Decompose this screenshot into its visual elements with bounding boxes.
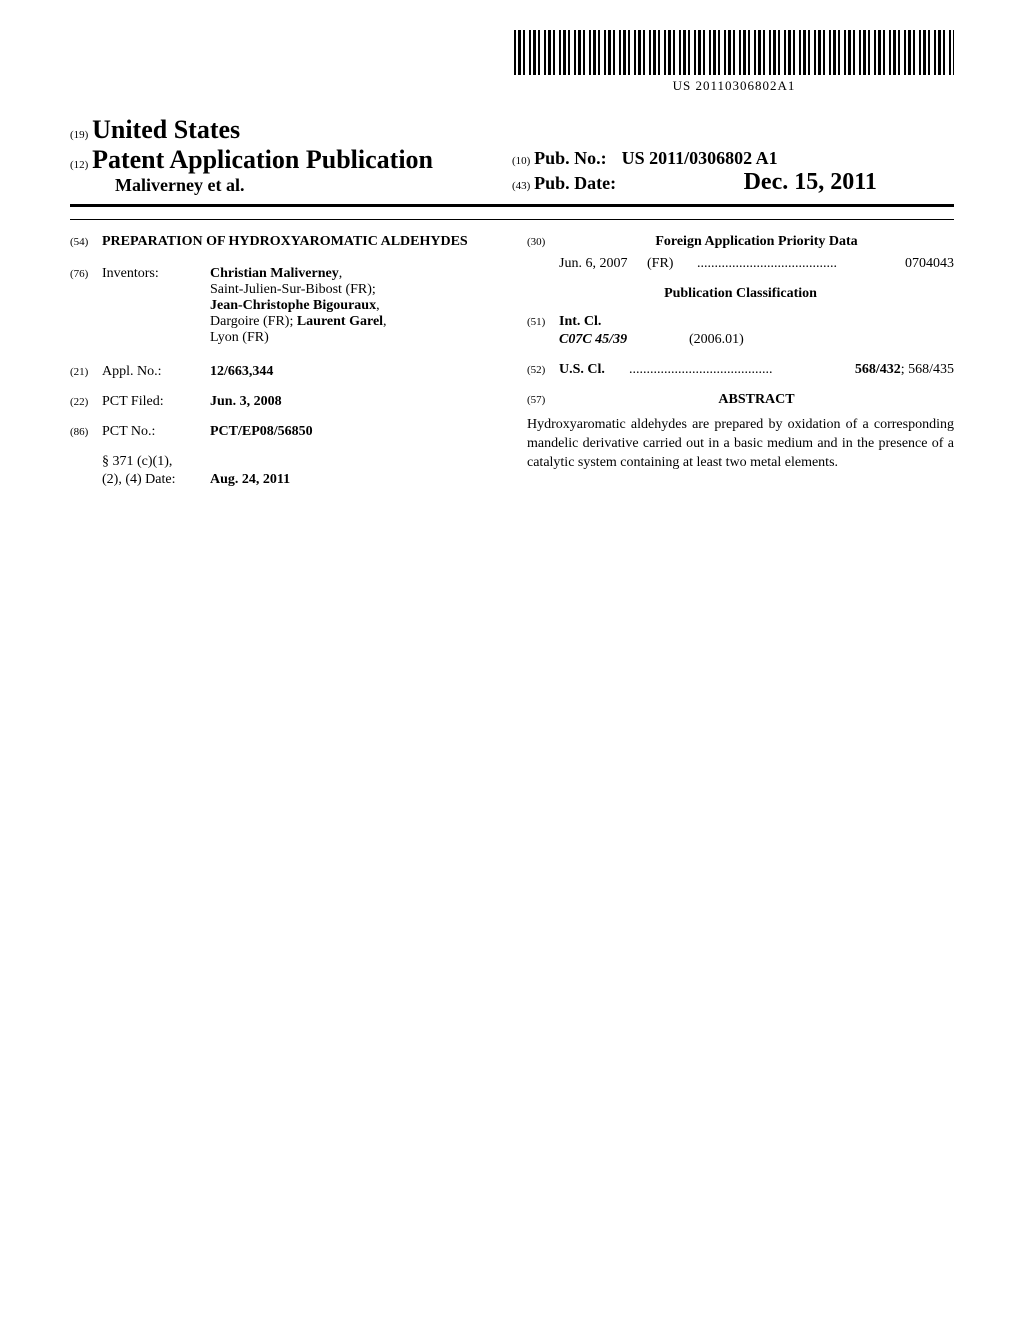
code-19: (19) bbox=[70, 129, 88, 141]
s371-label-2: (2), (4) Date: bbox=[102, 472, 210, 488]
inventors-list: Christian Maliverney, Saint-Julien-Sur-B… bbox=[210, 266, 497, 346]
pct-filed-value: Jun. 3, 2008 bbox=[210, 394, 497, 410]
authors-line: Maliverney et al. bbox=[70, 175, 512, 196]
abstract-header-row: (57) ABSTRACT bbox=[527, 392, 954, 408]
priority-row: Jun. 6, 2007 (FR) ......................… bbox=[527, 256, 954, 272]
pub-no-line: (10) Pub. No.: US 2011/0306802 A1 bbox=[512, 148, 954, 169]
int-cl-year: (2006.01) bbox=[689, 332, 789, 348]
abstract-label: ABSTRACT bbox=[559, 392, 954, 408]
right-column: (30) Foreign Application Priority Data J… bbox=[527, 234, 954, 502]
pct-no-value: PCT/EP08/56850 bbox=[210, 424, 497, 440]
barcode-icon bbox=[514, 30, 954, 75]
us-cl-rest: ; 568/435 bbox=[901, 362, 954, 377]
code-30: (30) bbox=[527, 234, 559, 248]
priority-date: Jun. 6, 2007 bbox=[527, 256, 647, 272]
appl-no-row: (21) Appl. No.: 12/663,344 bbox=[70, 364, 497, 380]
pct-no-row: (86) PCT No.: PCT/EP08/56850 bbox=[70, 424, 497, 440]
code-57: (57) bbox=[527, 392, 559, 406]
int-cl-label: Int. Cl. bbox=[559, 314, 689, 330]
s371-label-1: § 371 (c)(1), bbox=[102, 454, 210, 470]
code-52: (52) bbox=[527, 362, 559, 378]
barcode-block: US 20110306802A1 bbox=[514, 30, 954, 94]
s371-date: Aug. 24, 2011 bbox=[210, 472, 497, 488]
us-cl-bold: 568/432 bbox=[855, 362, 901, 377]
code-22: (22) bbox=[70, 394, 102, 408]
pub-date-line: (43) Pub. Date: Dec. 15, 2011 bbox=[512, 169, 954, 196]
pct-no-label: PCT No.: bbox=[102, 424, 210, 440]
inventor-3-loc: Lyon (FR) bbox=[210, 330, 269, 345]
int-cl-code: C07C 45/39 bbox=[559, 332, 689, 348]
us-cl-dots: ........................................… bbox=[629, 362, 855, 378]
priority-number: 0704043 bbox=[899, 256, 954, 272]
priority-country: (FR) bbox=[647, 256, 697, 272]
divider-thin bbox=[70, 219, 954, 220]
foreign-priority-header-row: (30) Foreign Application Priority Data bbox=[527, 234, 954, 250]
inventor-3-name: Laurent Garel bbox=[297, 314, 383, 329]
invention-title: PREPARATION OF HYDROXYAROMATIC ALDEHYDES bbox=[102, 234, 468, 250]
pub-date-value: Dec. 15, 2011 bbox=[744, 169, 877, 195]
appl-no-label: Appl. No.: bbox=[102, 364, 210, 380]
country-name: United States bbox=[92, 115, 240, 144]
us-cl-label: U.S. Cl. bbox=[559, 362, 629, 378]
inventors-label: Inventors: bbox=[102, 266, 210, 282]
pub-class-header: Publication Classification bbox=[527, 286, 954, 302]
two-column-body: (54) PREPARATION OF HYDROXYAROMATIC ALDE… bbox=[70, 234, 954, 502]
pub-no: US 2011/0306802 A1 bbox=[622, 148, 778, 168]
pct-filed-row: (22) PCT Filed: Jun. 3, 2008 bbox=[70, 394, 497, 410]
code-21: (21) bbox=[70, 364, 102, 378]
foreign-priority-header: Foreign Application Priority Data bbox=[559, 234, 954, 250]
appl-no-value: 12/663,344 bbox=[210, 364, 497, 380]
inventor-1-loc: Saint-Julien-Sur-Bibost (FR); bbox=[210, 282, 376, 297]
title-block: (54) PREPARATION OF HYDROXYAROMATIC ALDE… bbox=[70, 234, 497, 250]
code-43: (43) bbox=[512, 180, 530, 192]
s371-row-2: (2), (4) Date: Aug. 24, 2011 bbox=[70, 472, 497, 488]
int-cl-code-row: C07C 45/39 (2006.01) bbox=[527, 332, 954, 348]
int-cl-row: (51) Int. Cl. bbox=[527, 314, 954, 330]
divider-thick bbox=[70, 204, 954, 207]
barcode-text: US 20110306802A1 bbox=[514, 78, 954, 94]
inventor-2-name: Jean-Christophe Bigouraux bbox=[210, 298, 376, 313]
pub-type-line: (12) Patent Application Publication bbox=[70, 145, 512, 175]
inventor-1-name: Christian Maliverney bbox=[210, 266, 339, 281]
priority-dots: ........................................ bbox=[697, 256, 899, 272]
code-51: (51) bbox=[527, 314, 559, 328]
pct-filed-label: PCT Filed: bbox=[102, 394, 210, 410]
pub-type: Patent Application Publication bbox=[92, 145, 433, 174]
abstract-text: Hydroxyaromatic aldehydes are prepared b… bbox=[527, 416, 954, 473]
s371-row-1: § 371 (c)(1), bbox=[70, 454, 497, 470]
us-cl-row: (52) U.S. Cl. ..........................… bbox=[527, 362, 954, 378]
header-block: (19) United States (12) Patent Applicati… bbox=[70, 115, 954, 196]
country-line: (19) United States bbox=[70, 115, 512, 145]
inventors-block: (76) Inventors: Christian Maliverney, Sa… bbox=[70, 266, 497, 346]
code-12: (12) bbox=[70, 159, 88, 171]
pub-no-label: Pub. No.: bbox=[534, 148, 607, 168]
code-76: (76) bbox=[70, 266, 102, 280]
code-86: (86) bbox=[70, 424, 102, 438]
pub-date-label: Pub. Date: bbox=[534, 173, 616, 193]
left-column: (54) PREPARATION OF HYDROXYAROMATIC ALDE… bbox=[70, 234, 497, 502]
code-54: (54) bbox=[70, 234, 102, 250]
inventor-2-loc: Dargoire (FR); bbox=[210, 314, 297, 329]
code-10: (10) bbox=[512, 155, 530, 167]
us-cl-value: 568/432; 568/435 bbox=[855, 362, 954, 378]
